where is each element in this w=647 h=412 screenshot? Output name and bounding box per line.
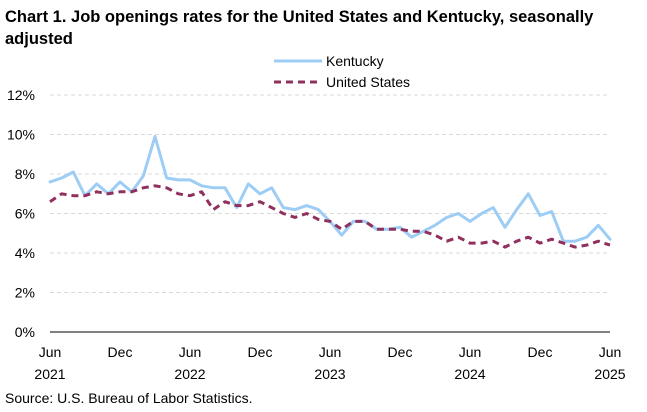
x-tick-label: Dec bbox=[248, 344, 273, 360]
x-tick-year-label: 2022 bbox=[174, 366, 205, 382]
series-lines bbox=[48, 135, 612, 249]
y-tick-label: 6% bbox=[15, 206, 35, 222]
x-tick-year-label: 2025 bbox=[594, 366, 625, 382]
x-tick-label: Jun bbox=[599, 344, 622, 360]
x-axis: Jun 2021 Dec Jun 2022 Dec Jun 2023 Dec Jun 2024 Dec… bbox=[34, 331, 626, 382]
x-tick-year-label: 2021 bbox=[34, 366, 65, 382]
series-line-kentucky bbox=[48, 135, 612, 243]
legend-label: United States bbox=[326, 74, 410, 90]
x-tick-label: Jun bbox=[39, 344, 62, 360]
y-tick-label: 12% bbox=[7, 87, 35, 103]
legend: Kentucky United States bbox=[274, 53, 410, 90]
y-tick-label: 2% bbox=[15, 285, 35, 301]
y-tick-label: 10% bbox=[7, 127, 35, 143]
x-tick-label: Jun bbox=[179, 344, 202, 360]
x-tick-year-label: 2023 bbox=[314, 366, 345, 382]
legend-label: Kentucky bbox=[326, 53, 384, 69]
x-tick-label: Dec bbox=[528, 344, 553, 360]
y-tick-label: 8% bbox=[15, 166, 35, 182]
y-axis: 0% 2% 4% 6% 8% 10% 12% bbox=[7, 87, 35, 340]
x-tick-label: Dec bbox=[388, 344, 413, 360]
x-tick-label: Jun bbox=[319, 344, 342, 360]
chart-title: Chart 1. Job openings rates for the Unit… bbox=[5, 8, 594, 48]
series-line-united-states bbox=[49, 184, 611, 249]
x-tick-year-label: 2024 bbox=[454, 366, 485, 382]
gridlines bbox=[50, 94, 610, 293]
y-tick-label: 4% bbox=[15, 245, 35, 261]
x-tick-label: Jun bbox=[459, 344, 482, 360]
y-tick-label: 0% bbox=[15, 324, 35, 340]
source-note: Source: U.S. Bureau of Labor Statistics. bbox=[5, 390, 253, 406]
x-tick-label: Dec bbox=[108, 344, 133, 360]
